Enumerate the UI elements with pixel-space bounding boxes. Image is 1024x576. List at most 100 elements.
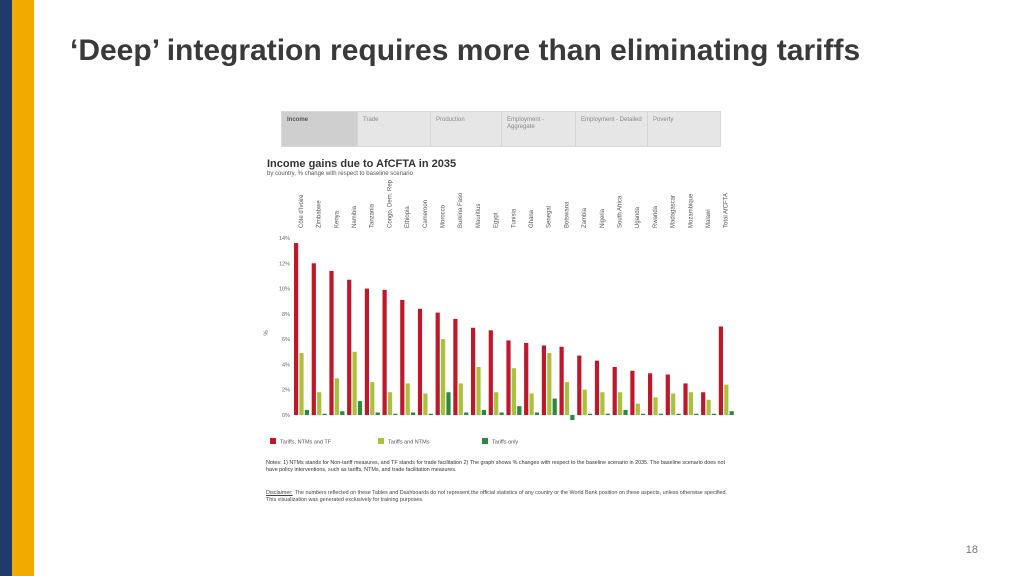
disclaimer-text: The numbers reflected on these Tables an… xyxy=(266,490,728,503)
y-tick-label-4: 4% xyxy=(282,362,290,368)
y-tick-label-14: 14% xyxy=(279,236,290,242)
x-category-label-uganda: Uganda xyxy=(635,206,641,228)
tab-production[interactable]: Production xyxy=(431,112,502,146)
bar-tariffs-only-egypt xyxy=(499,412,504,415)
x-category-label-nigeria: Nigeria xyxy=(600,208,606,228)
bar-tariffs-ntms-and-tf-tunisia xyxy=(506,340,511,415)
income-gains-bar-chart: 0% 2% 4% 6% 8% 10% 12% 14%% Côte d'Ivoire Zimbabw… xyxy=(264,180,735,446)
bar-tariffs-ntms-and-tf-nigeria xyxy=(594,360,600,415)
bar-tariffs-ntms-and-tf-congo-dem-rep xyxy=(382,289,387,415)
x-category-label-kenya: Kenya xyxy=(334,210,340,228)
bar-tariffs-ntms-and-tf-ethiopia xyxy=(400,299,405,415)
bar-tariffs-and-ntms-botswana xyxy=(564,382,570,415)
x-category-label-madagascar: Madagascar xyxy=(671,195,677,228)
chart-title: Income gains due to AfCFTA in 2035 xyxy=(267,158,457,170)
legend-label-tariffs-and-ntms: Tariffs and NTMs xyxy=(388,440,430,446)
left-gold-stripe xyxy=(12,0,34,576)
bar-tariffs-and-ntms-nigeria xyxy=(600,392,605,415)
bar-tariffs-ntms-and-tf-rwanda xyxy=(648,373,653,415)
x-category-label-mozambique: Mozambique xyxy=(688,193,694,228)
bar-tariffs-ntms-and-tf-morocco xyxy=(435,312,440,415)
bar-tariffs-only-ethiopia xyxy=(411,412,416,415)
bar-tariffs-and-ntms-rwanda xyxy=(653,397,658,415)
bar-tariffs-ntms-and-tf-senegal xyxy=(541,345,546,415)
bar-tariffs-only-tanzania xyxy=(375,412,380,415)
legend-swatch-tariffs-and-ntms xyxy=(378,438,384,444)
bar-tariffs-and-ntms-madagascar xyxy=(671,393,676,415)
chart-notes: Notes: 1) NTMs stands for Non-tariff mea… xyxy=(266,460,725,473)
chart-disclaimer: Disclaimer: The numbers reflected on thes… xyxy=(266,490,736,504)
x-category-label-burkina-faso: Burkina Faso xyxy=(458,192,464,228)
bar-tariffs-only-congo-dem-rep xyxy=(393,413,398,415)
bar-tariffs-and-ntms-burkina-faso xyxy=(458,383,463,415)
x-category-label-zimbabwe: Zimbabwe xyxy=(317,200,323,228)
bar-tariffs-only-zimbabwe xyxy=(322,413,327,415)
bar-tariffs-only-mozambique xyxy=(694,413,699,415)
bar-tariffs-ntms-and-tf-south-africa xyxy=(612,366,617,415)
bar-tariffs-and-ntms-uganda xyxy=(635,403,640,415)
left-navy-stripe xyxy=(0,0,12,576)
bar-tariffs-and-ntms-senegal xyxy=(547,353,552,415)
x-category-label-tanzania: Tanzania xyxy=(370,203,376,228)
bar-tariffs-only-senegal xyxy=(552,398,557,415)
bar-tariffs-and-ntms-ethiopia xyxy=(405,383,410,415)
bar-tariffs-ntms-and-tf-mozambique xyxy=(683,383,688,415)
bar-tariffs-and-ntms-congo-dem-rep xyxy=(387,392,393,415)
bar-tariffs-only-burkina-faso xyxy=(464,412,469,415)
bar-tariffs-ntms-and-tf-malawi xyxy=(701,392,706,415)
y-axis-label: % xyxy=(264,330,270,336)
x-category-label-mauritius: Mauritius xyxy=(476,204,482,228)
x-category-label-senegal: Senegal xyxy=(547,206,553,228)
tab-employment-detailed[interactable]: Employment - Detailed xyxy=(576,112,648,146)
bar-tariffs-and-ntms-ghana xyxy=(529,393,534,415)
tab-employment-aggregate[interactable]: Employment - Aggregate xyxy=(502,112,576,146)
bar-tariffs-only-madagascar xyxy=(676,413,681,415)
tab-income[interactable]: Income xyxy=(282,112,358,146)
bar-tariffs-only-total-afcfta xyxy=(729,411,734,415)
tab-poverty[interactable]: Poverty xyxy=(653,117,674,123)
y-tick-label-0: 0% xyxy=(282,413,290,419)
bar-tariffs-and-ntms-tunisia xyxy=(511,368,516,415)
bar-tariffs-ntms-and-tf-burkina-faso xyxy=(453,318,458,415)
bar-tariffs-and-ntms-kenya xyxy=(334,378,339,415)
bar-tariffs-only-malawi xyxy=(711,413,717,415)
bar-tariffs-only-morocco xyxy=(446,392,451,415)
y-tick-label-10: 10% xyxy=(279,287,290,293)
x-category-label-egypt: Egypt xyxy=(494,212,500,228)
bar-tariffs-ntms-and-tf-madagascar xyxy=(665,374,670,415)
bar-tariffs-only-kenya xyxy=(340,411,345,415)
bar-tariffs-only-namibia xyxy=(357,401,363,415)
bar-tariffs-and-ntms-morocco xyxy=(441,339,446,415)
disclaimer-label: Disclaimer: xyxy=(266,490,293,496)
bar-tariffs-ntms-and-tf-ghana xyxy=(524,342,529,415)
page-number: 18 xyxy=(965,544,978,556)
bar-tariffs-only-c-te-d-ivoire xyxy=(304,409,309,415)
bar-tariffs-only-botswana xyxy=(570,415,575,421)
x-category-label-namibia: Namibia xyxy=(352,205,358,228)
legend-swatch-tariffs-ntms-and-tf xyxy=(270,438,276,444)
bar-tariffs-only-nigeria xyxy=(605,413,610,415)
bar-tariffs-and-ntms-zambia xyxy=(582,389,587,415)
x-category-label-malawi: Malawi xyxy=(706,209,712,228)
bar-tariffs-and-ntms-egypt xyxy=(494,392,499,415)
bar-tariffs-ntms-and-tf-cameroon xyxy=(417,308,423,415)
bar-tariffs-only-mauritius xyxy=(481,409,486,415)
y-tick-label-2: 2% xyxy=(282,388,290,394)
bar-tariffs-ntms-and-tf-tanzania xyxy=(364,288,369,415)
bar-tariffs-and-ntms-namibia xyxy=(352,351,357,415)
bar-tariffs-only-uganda xyxy=(641,413,646,415)
bar-tariffs-ntms-and-tf-zambia xyxy=(577,355,582,415)
y-tick-label-8: 8% xyxy=(282,312,290,318)
bar-tariffs-and-ntms-mozambique xyxy=(688,392,693,415)
x-category-label-morocco: Morocco xyxy=(440,204,446,228)
x-category-label-cameroon: Cameroon xyxy=(423,200,429,228)
y-tick-label-12: 12% xyxy=(279,261,290,267)
bar-tariffs-ntms-and-tf-uganda xyxy=(630,370,635,415)
tab-trade[interactable]: Trade xyxy=(358,112,431,146)
x-category-label-total-afcfta: Total AfCFTA xyxy=(724,193,730,228)
slide-title: ‘Deep’ integration requires more than el… xyxy=(70,34,861,67)
chart-subtitle: by country, % change with respect to bas… xyxy=(267,171,413,177)
x-category-label-ghana: Ghana xyxy=(529,209,535,228)
x-category-label-south-africa: South Africa xyxy=(617,195,623,228)
bar-tariffs-and-ntms-total-afcfta xyxy=(724,384,729,415)
